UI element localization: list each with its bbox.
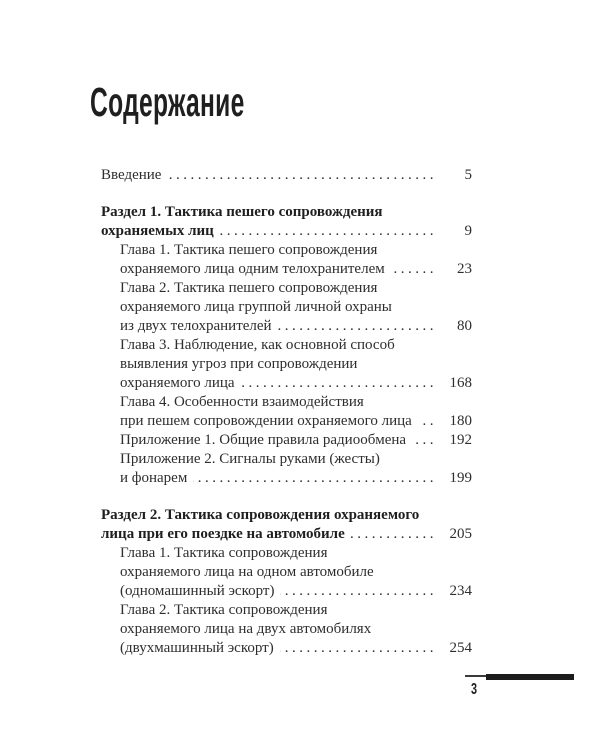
toc-entry-title: Глава 2. Тактика пешего сопровождения	[120, 280, 378, 296]
page-title-text: Содержание	[90, 79, 245, 125]
toc-entry-title: Раздел 1. Тактика пешего сопровождения	[101, 204, 383, 220]
toc-page-number: 192	[449, 432, 473, 448]
toc-entry-title: и фонарем	[120, 470, 188, 486]
toc-entry-title: Приложение 1. Общие правила радиообмена	[120, 432, 407, 448]
dot-leader	[391, 260, 437, 279]
toc-line: выявления угроз при сопровождении	[120, 355, 472, 374]
toc-line: Приложение 1. Общие правила радиообмена 1…	[120, 431, 472, 450]
toc-entry: Глава 2. Тактика пешего сопровождения охр…	[101, 279, 472, 336]
dot-leader	[418, 412, 437, 431]
toc-entry-title: Глава 4. Особенности взаимодействия	[120, 394, 364, 410]
toc-entry-title: охраняемых лиц	[101, 223, 214, 239]
toc-page-number: 180	[449, 413, 473, 429]
toc-entry-title: охраняемого лица на одном автомобиле	[120, 564, 374, 580]
toc-page-number: 23	[457, 261, 472, 277]
toc-entry: Приложение 1. Общие правила радиообмена 1…	[101, 431, 472, 450]
page-title: Содержание	[90, 82, 348, 123]
table-of-contents: Введение 5 Раздел 1. Тактика пешего сопров…	[101, 166, 472, 658]
toc-entry: Глава 2. Тактика сопровождения охраняемог…	[101, 601, 472, 658]
toc-entry-title: из двух телохранителей	[120, 318, 272, 334]
toc-line: из двух телохранителей 80	[120, 317, 472, 336]
toc-entry-title: Глава 3. Наблюдение, как основной способ	[120, 337, 395, 353]
toc-entry-title: (двухмашинный эскорт)	[120, 640, 274, 656]
toc-entry-title: при пешем сопровождении охраняемого лица	[120, 413, 412, 429]
toc-page-number: 9	[464, 223, 473, 239]
toc-line: Приложение 2. Сигналы руками (жесты)	[120, 450, 472, 469]
toc-line: Глава 4. Особенности взаимодействия	[120, 393, 472, 412]
toc-line: (двухмашинный эскорт) 254	[120, 639, 472, 658]
toc-entry-title: охраняемого лица на двух автомобилях	[120, 621, 372, 637]
toc-line: Глава 1. Тактика пешего сопровождения	[120, 241, 472, 260]
toc-entry-title: охраняемого лица одним телохранителем	[120, 261, 385, 277]
dot-leader	[412, 431, 437, 450]
toc-entry: Раздел 2. Тактика сопровождения охраняем…	[101, 506, 472, 544]
toc-line: Глава 2. Тактика сопровождения	[120, 601, 472, 620]
toc-line: лица при его поездке на автомобиле 205	[101, 525, 472, 544]
toc-line: Раздел 1. Тактика пешего сопровождения	[101, 203, 472, 222]
toc-line: охраняемого лица группой личной охраны	[120, 298, 472, 317]
toc-line: охраняемого лица 168	[120, 374, 472, 393]
dot-leader	[167, 166, 437, 185]
dot-leader	[280, 639, 437, 658]
toc-entry-title: Глава 1. Тактика сопровождения	[120, 545, 328, 561]
toc-page-number: 254	[449, 640, 473, 656]
toc-entry: Приложение 2. Сигналы руками (жесты) и фо…	[101, 450, 472, 488]
toc-line: охраняемого лица на двух автомобилях	[120, 620, 472, 639]
toc-line: охраняемого лица одним телохранителем 23	[120, 260, 472, 279]
dot-leader	[280, 582, 437, 601]
footer-black-bar	[486, 674, 574, 680]
toc-page-number: 168	[449, 375, 473, 391]
toc-entry-title: Раздел 2. Тактика сопровождения охраняем…	[101, 507, 420, 523]
toc-line: Введение 5	[101, 166, 472, 185]
toc-entry-title: Введение	[101, 167, 162, 183]
toc-line: и фонарем 199	[120, 469, 472, 488]
toc-line: охраняемого лица на одном автомобиле	[120, 563, 472, 582]
toc-entry-title: (одномашинный эскорт)	[120, 583, 275, 599]
toc-page-number: 205	[449, 526, 473, 542]
toc-entry-title: Глава 2. Тактика сопровождения	[120, 602, 328, 618]
toc-line: при пешем сопровождении охраняемого лица…	[120, 412, 472, 431]
toc-line: Глава 1. Тактика сопровождения	[120, 544, 472, 563]
toc-entry: Глава 4. Особенности взаимодействия при п…	[101, 393, 472, 431]
toc-entry-title: лица при его поездке на автомобиле	[101, 526, 345, 542]
toc-page-number: 234	[449, 583, 473, 599]
toc-entry: Глава 1. Тактика пешего сопровождения охр…	[101, 241, 472, 279]
toc-entry-title: Приложение 2. Сигналы руками (жесты)	[120, 451, 380, 467]
toc-page-number: 199	[449, 470, 473, 486]
toc-line: (одномашинный эскорт) 234	[120, 582, 472, 601]
dot-leader	[220, 222, 437, 241]
toc-line: Глава 3. Наблюдение, как основной способ	[120, 336, 472, 355]
toc-page-number: 80	[457, 318, 472, 334]
footer-thin-rule	[465, 675, 488, 677]
toc-entry-title: охраняемого лица группой личной охраны	[120, 299, 392, 315]
dot-leader	[351, 525, 437, 544]
dot-leader	[278, 317, 437, 336]
page-number-text: 3	[471, 681, 478, 698]
page-number: 3	[471, 682, 480, 698]
toc-entry: Введение 5	[101, 166, 472, 185]
dot-leader	[241, 374, 437, 393]
toc-entry-title: Глава 1. Тактика пешего сопровождения	[120, 242, 378, 258]
toc-entry: Глава 1. Тактика сопровождения охраняемог…	[101, 544, 472, 601]
dot-leader	[193, 469, 437, 488]
toc-line: охраняемых лиц 9	[101, 222, 472, 241]
toc-entry-title: охраняемого лица	[120, 375, 235, 391]
toc-entry-title: выявления угроз при сопровождении	[120, 356, 358, 372]
toc-line: Раздел 2. Тактика сопровождения охраняем…	[101, 506, 472, 525]
toc-line: Глава 2. Тактика пешего сопровождения	[120, 279, 472, 298]
toc-entry: Раздел 1. Тактика пешего сопровождения ох…	[101, 203, 472, 241]
toc-page-number: 5	[464, 167, 473, 183]
toc-entry: Глава 3. Наблюдение, как основной способ…	[101, 336, 472, 393]
